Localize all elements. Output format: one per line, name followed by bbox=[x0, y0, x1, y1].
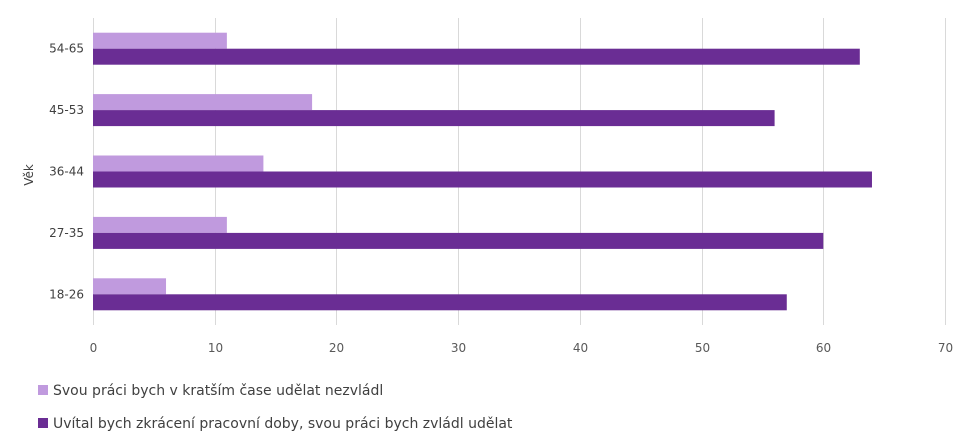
bar-54-65-series-1 bbox=[93, 49, 860, 65]
bar-27-35-series-0 bbox=[93, 217, 227, 233]
y-axis-label: Věk bbox=[22, 164, 36, 186]
x-tick-label-20: 20 bbox=[329, 341, 344, 355]
bar-18-26-series-1 bbox=[93, 294, 787, 310]
bar-54-65-series-0 bbox=[93, 33, 227, 49]
legend-item-0: Svou práci bych v kratším čase udělat ne… bbox=[38, 383, 383, 399]
category-label-45-53: 45-53 bbox=[49, 103, 84, 117]
bar-45-53-series-0 bbox=[93, 94, 312, 110]
category-label-36-44: 36-44 bbox=[49, 165, 84, 179]
bar-36-44-series-1 bbox=[93, 172, 872, 188]
legend-label-0: Svou práci bych v kratším čase udělat ne… bbox=[53, 383, 383, 399]
legend-swatch-1 bbox=[38, 418, 48, 428]
x-tick-label-70: 70 bbox=[938, 341, 953, 355]
bar-45-53-series-1 bbox=[93, 110, 775, 126]
bar-27-35-series-1 bbox=[93, 233, 823, 249]
x-tick-label-10: 10 bbox=[208, 341, 223, 355]
legend-swatch-0 bbox=[38, 385, 48, 395]
bar-36-44-series-0 bbox=[93, 156, 263, 172]
x-tick-label-40: 40 bbox=[573, 341, 588, 355]
category-label-54-65: 54-65 bbox=[49, 42, 84, 56]
x-tick-label-30: 30 bbox=[451, 341, 466, 355]
category-label-18-26: 18-26 bbox=[49, 287, 84, 301]
x-tick-label-50: 50 bbox=[695, 341, 710, 355]
legend-label-1: Uvítal bych zkrácení pracovní doby, svou… bbox=[53, 416, 512, 432]
x-tick-label-60: 60 bbox=[816, 341, 831, 355]
y-axis-categories: 54-65 45-53 36-44 27-35 18-26 bbox=[49, 42, 84, 302]
legend-item-1: Uvítal bych zkrácení pracovní doby, svou… bbox=[38, 416, 512, 432]
category-label-27-35: 27-35 bbox=[49, 226, 84, 240]
x-tick-label-0: 0 bbox=[90, 341, 98, 355]
bar-18-26-series-0 bbox=[93, 278, 166, 294]
bars bbox=[93, 33, 872, 311]
x-axis-ticks: 0 10 20 30 40 50 60 70 bbox=[90, 341, 953, 355]
